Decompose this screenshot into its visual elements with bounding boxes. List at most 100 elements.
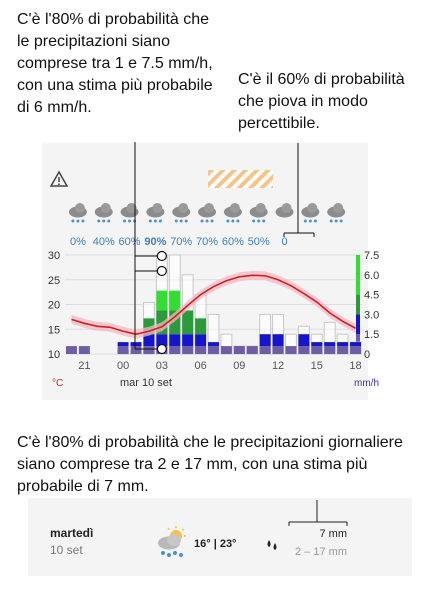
time-tick-label: 03 — [156, 360, 168, 372]
precip-bar — [143, 346, 155, 354]
precip-bar — [350, 346, 361, 354]
rain-cloud-icon — [172, 203, 191, 223]
precip-bar — [169, 290, 181, 311]
warning-triangle-icon[interactable] — [49, 170, 69, 187]
precip-bar — [195, 334, 207, 347]
precip-scale-segment — [356, 294, 360, 315]
precip-bar — [130, 342, 142, 347]
probability-label: 60% — [222, 236, 244, 248]
precip-axis-label: 1.5 — [364, 329, 379, 341]
precip-bar — [156, 334, 168, 347]
precip-bar — [311, 346, 323, 354]
precip-bar — [208, 342, 219, 347]
callout-daily-range: C'è l'80% di probabilità che le precipit… — [17, 434, 403, 495]
precip-bar — [182, 346, 194, 354]
probability-label: 0% — [70, 236, 86, 248]
day-temperatures: 16° | 23° — [194, 538, 237, 550]
rain-cloud-icon — [146, 203, 165, 223]
day-name: martedì — [50, 526, 94, 540]
date-label: mar 10 set — [120, 377, 172, 389]
precip-axis-label: 7.5 — [364, 250, 379, 262]
marker-circle — [156, 343, 167, 355]
hatched-warning-band[interactable] — [208, 170, 273, 188]
precip-bar — [324, 342, 336, 347]
precip-bar — [259, 346, 271, 354]
precip-bar — [220, 346, 232, 354]
precip-bar — [298, 334, 310, 347]
temp-axis-label: 30 — [48, 250, 60, 262]
time-tick-label: 21 — [78, 360, 90, 372]
temp-axis-label: 25 — [48, 275, 60, 287]
callout-probability: C'è il 60% di probabilità che piova in m… — [238, 71, 405, 132]
time-tick-label: 06 — [194, 360, 206, 372]
meteogram-background — [42, 143, 368, 400]
time-tick-label: 15 — [311, 360, 323, 372]
precip-bar — [143, 334, 155, 347]
callout-hourly-range: C'è l'80% di probabilità che le precipit… — [17, 11, 213, 116]
day-precip: 7 mm — [319, 528, 348, 540]
sun-cloud-rain-icon — [158, 526, 186, 557]
day-date: 10 set — [50, 543, 83, 557]
time-tick-label: 00 — [117, 360, 129, 372]
rain-cloud-icon — [68, 203, 87, 223]
precip-bar — [169, 334, 181, 347]
precip-bar — [337, 342, 349, 347]
meteogram: 0% 40% 60% 90% 70% 70% 60% 50% 0 30252015107.56.… — [48, 142, 379, 389]
precip-bar — [350, 342, 361, 347]
precip-bar — [169, 310, 181, 335]
probability-label: 70% — [196, 236, 218, 248]
rain-cloud-icon — [223, 203, 242, 223]
day-precip-range: 2 – 17 mm — [295, 546, 347, 558]
precip-bar — [233, 346, 245, 354]
precip-bar — [130, 346, 142, 354]
temp-axis-label: 20 — [48, 300, 60, 312]
precip-bar — [272, 346, 284, 354]
temp-axis-label: 15 — [48, 324, 60, 336]
rain-cloud-icon — [94, 203, 113, 223]
precip-bar — [195, 318, 207, 335]
precip-range-bracket — [288, 500, 348, 526]
precip-bar — [156, 290, 168, 311]
precip-axis-label: 0 — [364, 349, 370, 361]
precip-bar — [311, 342, 323, 347]
precip-bar — [78, 346, 90, 354]
probability-label: 50% — [248, 236, 270, 248]
time-tick-label: 12 — [272, 360, 284, 372]
probability-label: 0 — [281, 236, 287, 248]
precip-bar — [169, 346, 181, 354]
precip-bar — [182, 334, 194, 347]
precip-bar — [195, 346, 207, 354]
rain-cloud-icon — [198, 203, 217, 223]
precip-bar — [208, 346, 219, 354]
precip-bar — [143, 318, 155, 335]
probability-label: 60% — [119, 236, 141, 248]
daily-forecast-row[interactable]: martedì 10 set 16° | 23° 7 mm 2 – 17 mm — [28, 498, 412, 576]
precip-scale-segment — [356, 255, 360, 295]
precip-bar — [117, 342, 129, 347]
probability-label: 40% — [93, 236, 115, 248]
temp-unit-label: °C — [52, 378, 63, 389]
marker-circle — [156, 265, 167, 277]
rain-cloud-icon — [120, 203, 139, 223]
precip-bar — [324, 346, 336, 354]
cloud-icon — [275, 203, 294, 218]
rain-cloud-icon — [327, 203, 346, 223]
precip-bar — [298, 346, 310, 354]
precip-axis-label: 6.0 — [364, 270, 379, 282]
precip-bar — [285, 346, 297, 354]
precip-scale-segment — [356, 314, 360, 335]
precip-bar — [182, 310, 194, 335]
temp-axis-label: 10 — [48, 349, 60, 361]
probability-label: 90% — [144, 236, 166, 248]
marker-circle — [156, 250, 167, 262]
precip-bar — [337, 346, 349, 354]
precip-bar — [117, 346, 129, 354]
time-tick-label: 18 — [349, 360, 361, 372]
rain-cloud-icon — [249, 203, 268, 223]
precip-axis-label: 4.5 — [364, 290, 379, 302]
precip-unit-label: mm/h — [354, 378, 379, 389]
probability-label: 70% — [170, 236, 192, 248]
time-tick-label: 09 — [233, 360, 245, 372]
precip-bar — [246, 346, 258, 354]
precip-bar — [259, 334, 271, 347]
